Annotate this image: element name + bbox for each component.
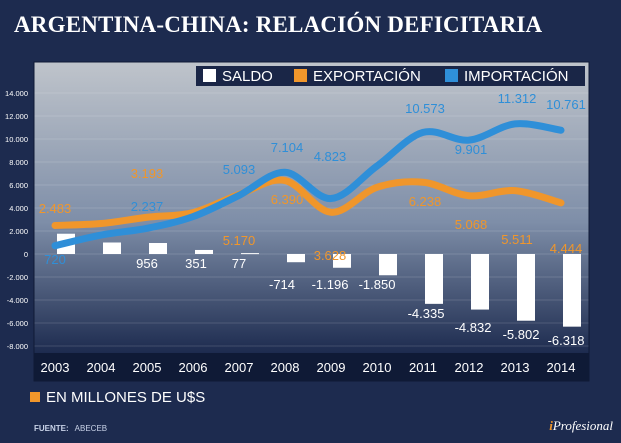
source-label: FUENTE: [34, 424, 69, 433]
x-tick-label: 2013 [501, 360, 530, 375]
exportacion-data-label: 3.628 [314, 248, 347, 263]
legend-bar [196, 66, 585, 86]
x-tick-label: 2004 [87, 360, 116, 375]
importacion-data-label: 9.901 [455, 142, 488, 157]
y-tick-label: 8.000 [9, 158, 28, 167]
saldo-data-label: -5.802 [503, 327, 540, 342]
chart-title: ARGENTINA-CHINA: RELACIÓN DEFICITARIA [14, 12, 543, 37]
x-tick-label: 2003 [41, 360, 70, 375]
y-tick-label: -6.000 [7, 319, 28, 328]
x-tick-label: 2012 [455, 360, 484, 375]
exportacion-data-label: 5.511 [501, 232, 533, 247]
x-tick-label: 2005 [133, 360, 162, 375]
saldo-data-label: -714 [269, 277, 295, 292]
saldo-bar [195, 249, 213, 254]
plot-border [33, 61, 590, 382]
importacion-line [51, 120, 565, 250]
importacion-data-label: 2.237 [131, 199, 164, 214]
exportacion-data-label: 6.390 [271, 192, 304, 207]
exportacion-line [51, 176, 565, 229]
plot-area [34, 62, 589, 353]
x-tick-label: 2010 [363, 360, 392, 375]
legend-label: SALDO [222, 68, 273, 85]
saldo-bar [517, 254, 535, 321]
saldo-bar [471, 254, 489, 310]
y-tick-label: 14.000 [5, 89, 28, 98]
brand-logo: iProfesional [549, 418, 613, 434]
y-tick-label: -4.000 [7, 296, 28, 305]
saldo-data-label: -4.335 [408, 306, 445, 321]
y-tick-label: 4.000 [9, 204, 28, 213]
y-tick-label: 0 [24, 250, 28, 259]
importacion-data-label: 4.823 [314, 149, 347, 164]
y-tick-label: 12.000 [5, 112, 28, 121]
legend-label: IMPORTACIÓN [464, 68, 568, 85]
saldo-data-label: 956 [136, 256, 158, 271]
importacion-data-label: 7.104 [271, 140, 304, 155]
source-note: FUENTE: ABECEB [34, 424, 107, 433]
brand-prefix: i [549, 418, 553, 433]
exportacion-data-label: 5.170 [223, 233, 256, 248]
y-tick-label: 6.000 [9, 181, 28, 190]
legend-label: EXPORTACIÓN [313, 68, 421, 85]
y-tick-label: 10.000 [5, 135, 28, 144]
importacion-data-label: 720 [44, 252, 66, 267]
x-tick-label: 2009 [317, 360, 346, 375]
x-tick-label: 2007 [225, 360, 254, 375]
x-axis-band [34, 353, 589, 381]
importacion-data-label: 10.761 [546, 97, 586, 112]
unit-swatch [30, 392, 40, 402]
x-tick-label: 2011 [409, 360, 437, 375]
source-value: ABECEB [74, 424, 108, 433]
legend-swatch [294, 69, 307, 82]
y-tick-label: -2.000 [7, 273, 28, 282]
saldo-data-label: -6.318 [548, 333, 585, 348]
legend-swatch [445, 69, 458, 82]
saldo-data-label: 351 [185, 256, 207, 271]
saldo-bar [103, 242, 121, 254]
unit-note: EN MILLONES DE U$S [30, 389, 205, 406]
exportacion-data-label: 4.444 [550, 241, 583, 256]
saldo-bar [241, 253, 259, 255]
importacion-data-label: 5.093 [223, 162, 256, 177]
saldo-bar [425, 254, 443, 304]
brand-name: Profesional [552, 418, 613, 433]
saldo-bar [287, 254, 305, 263]
y-tick-label: -8.000 [7, 342, 28, 351]
x-tick-label: 2006 [179, 360, 208, 375]
y-tick-label: 2.000 [9, 227, 28, 236]
saldo-data-label: -1.850 [359, 277, 396, 292]
saldo-bar [333, 254, 351, 268]
saldo-bar [149, 243, 167, 254]
saldo-data-label: -4.832 [455, 320, 492, 335]
x-tick-label: 2008 [271, 360, 300, 375]
importacion-data-label: 10.573 [405, 101, 445, 116]
x-tick-label: 2014 [547, 360, 576, 375]
saldo-bar [563, 254, 581, 327]
importacion-data-label: 11.312 [498, 91, 537, 106]
exportacion-data-label: 5.068 [455, 217, 488, 232]
saldo-data-label: 77 [232, 256, 246, 271]
legend-swatch [203, 69, 216, 82]
exportacion-data-label: 2.483 [39, 201, 72, 216]
exportacion-data-label: 3.193 [131, 166, 164, 181]
saldo-bar [379, 254, 397, 276]
exportacion-data-label: 6.238 [409, 194, 442, 209]
saldo-data-label: -1.196 [312, 277, 349, 292]
unit-note-text: EN MILLONES DE U$S [46, 389, 206, 406]
